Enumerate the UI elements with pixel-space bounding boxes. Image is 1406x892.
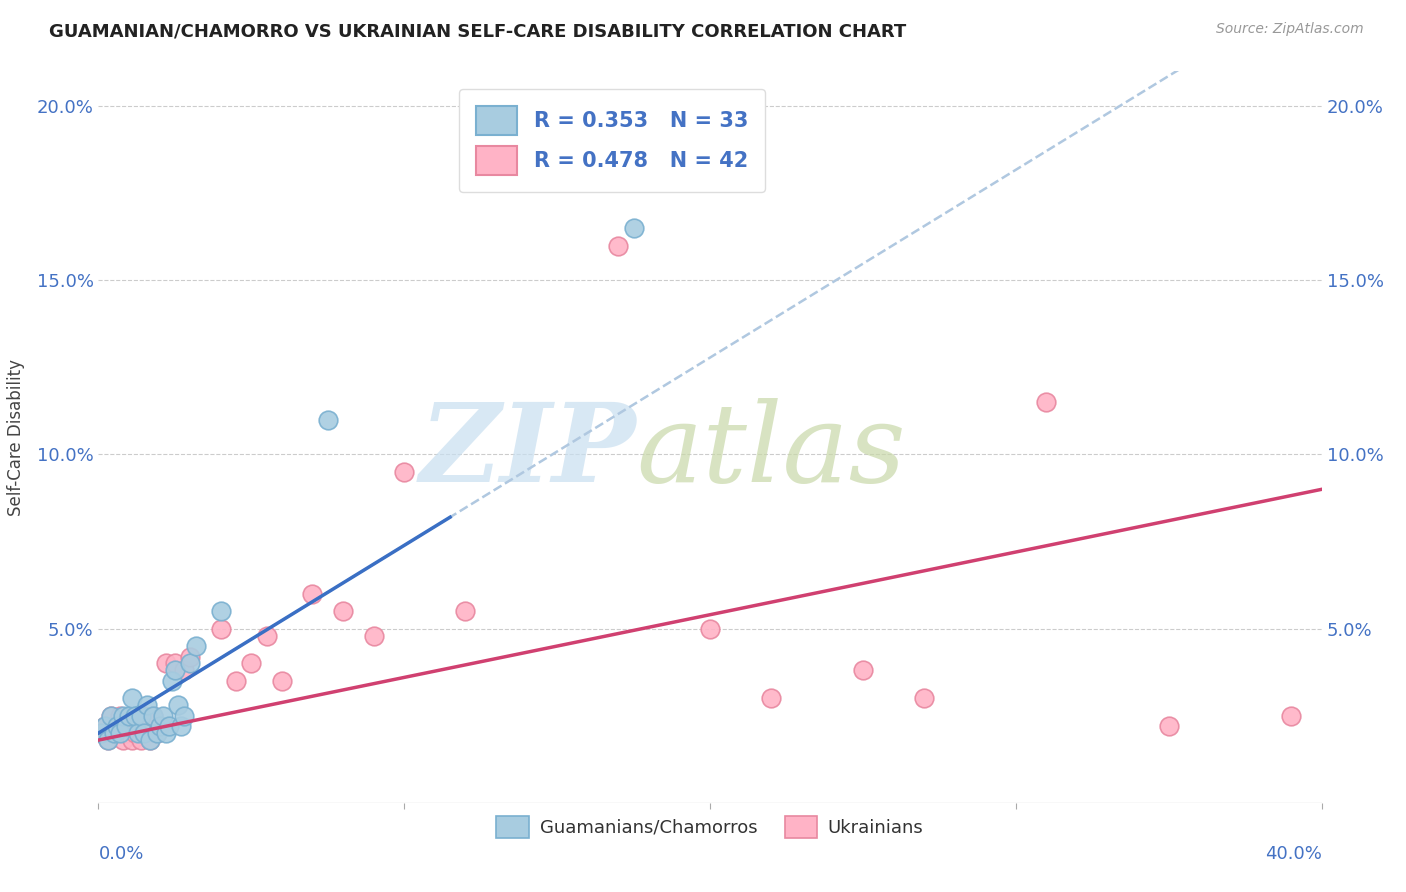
Point	[121, 691, 143, 706]
Point	[225, 673, 247, 688]
Point	[1279, 708, 1302, 723]
Point	[155, 657, 177, 671]
Point	[149, 719, 172, 733]
Point	[134, 708, 156, 723]
Point	[759, 691, 782, 706]
Text: Source: ZipAtlas.com: Source: ZipAtlas.com	[1216, 22, 1364, 37]
Point	[121, 733, 143, 747]
Point	[139, 733, 162, 747]
Point	[100, 708, 122, 723]
Point	[152, 708, 174, 723]
Point	[90, 726, 112, 740]
Point	[912, 691, 935, 706]
Point	[209, 604, 232, 618]
Point	[149, 719, 172, 733]
Point	[145, 726, 167, 740]
Text: ZIP: ZIP	[420, 398, 637, 506]
Point	[142, 708, 165, 723]
Point	[699, 622, 721, 636]
Point	[316, 412, 339, 426]
Point	[105, 719, 128, 733]
Point	[270, 673, 292, 688]
Point	[240, 657, 263, 671]
Point	[167, 698, 190, 713]
Point	[129, 708, 152, 723]
Point	[93, 719, 115, 733]
Point	[134, 726, 156, 740]
Point	[163, 657, 186, 671]
Point	[173, 708, 195, 723]
Point	[392, 465, 416, 479]
Point	[93, 719, 115, 733]
Point	[90, 726, 112, 740]
Point	[256, 629, 278, 643]
Text: 40.0%: 40.0%	[1265, 845, 1322, 863]
Point	[97, 733, 120, 747]
Point	[852, 664, 875, 678]
Point	[103, 726, 125, 740]
Point	[111, 708, 134, 723]
Point	[118, 708, 141, 723]
Point	[127, 726, 149, 740]
Point	[111, 733, 134, 747]
Point	[1035, 395, 1057, 409]
Point	[115, 726, 138, 740]
Point	[363, 629, 385, 643]
Text: GUAMANIAN/CHAMORRO VS UKRAINIAN SELF-CARE DISABILITY CORRELATION CHART: GUAMANIAN/CHAMORRO VS UKRAINIAN SELF-CAR…	[49, 22, 907, 40]
Point	[170, 719, 193, 733]
Point	[105, 719, 128, 733]
Point	[97, 733, 120, 747]
Point	[124, 708, 146, 723]
Point	[129, 733, 152, 747]
Point	[124, 726, 146, 740]
Point	[118, 719, 141, 733]
Point	[136, 719, 159, 733]
Point	[139, 733, 162, 747]
Point	[179, 649, 201, 664]
Point	[115, 719, 138, 733]
Point	[1157, 719, 1180, 733]
Point	[136, 698, 159, 713]
Text: 0.0%: 0.0%	[98, 845, 143, 863]
Text: atlas: atlas	[637, 398, 907, 506]
Point	[332, 604, 354, 618]
Point	[145, 726, 167, 740]
Point	[179, 657, 201, 671]
Legend: Guamanians/Chamorros, Ukrainians: Guamanians/Chamorros, Ukrainians	[489, 808, 931, 845]
Point	[108, 708, 131, 723]
Point	[157, 719, 180, 733]
Point	[155, 726, 177, 740]
Point	[142, 708, 165, 723]
Point	[163, 664, 186, 678]
Point	[623, 221, 645, 235]
Point	[186, 639, 208, 653]
Point	[127, 719, 149, 733]
Y-axis label: Self-Care Disability: Self-Care Disability	[7, 359, 25, 516]
Point	[301, 587, 323, 601]
Point	[160, 673, 183, 688]
Point	[607, 238, 630, 252]
Point	[209, 622, 232, 636]
Point	[100, 708, 122, 723]
Point	[103, 726, 125, 740]
Point	[454, 604, 477, 618]
Point	[108, 726, 131, 740]
Point	[173, 664, 195, 678]
